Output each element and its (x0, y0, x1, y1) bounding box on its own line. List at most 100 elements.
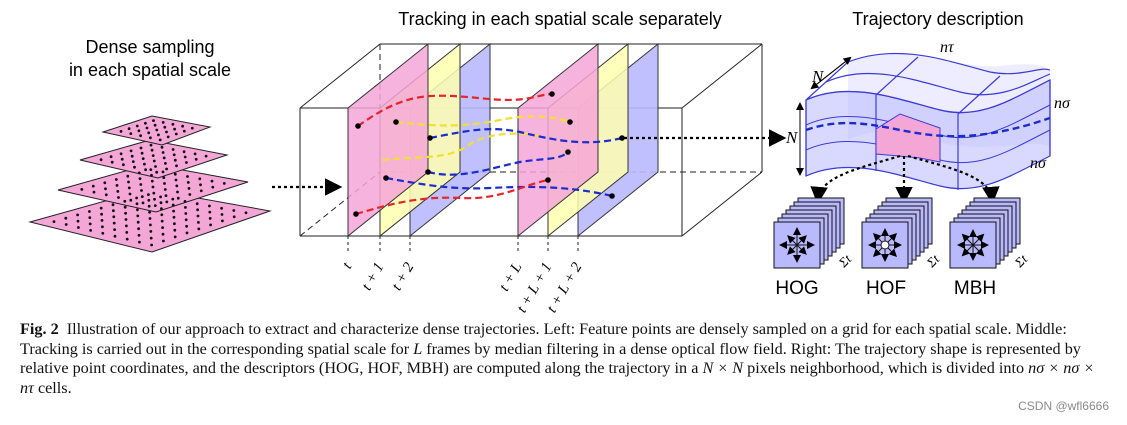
grid-point (174, 178, 178, 182)
orientation-ray (972, 233, 985, 246)
grid-point (183, 155, 187, 159)
grid-point (140, 189, 143, 192)
grid-point (172, 209, 176, 213)
grid-point (137, 227, 141, 231)
grid-point (208, 210, 212, 214)
grid-point (158, 138, 162, 142)
figure-caption: Fig. 2 Illustration of our approach to e… (20, 320, 1110, 398)
grid-point (160, 219, 164, 223)
grid-point (144, 121, 147, 125)
caption-text-2: frames by median filtering in a dense op… (20, 339, 1081, 378)
orientation-ray (796, 244, 807, 255)
grid-point (184, 206, 187, 209)
grid-point (124, 211, 127, 215)
track-point (609, 193, 615, 199)
grid-point (149, 230, 153, 233)
grid-point (209, 223, 213, 227)
track-point (549, 91, 555, 97)
grid-point (181, 124, 185, 128)
track-point (565, 149, 571, 155)
grid-point (194, 157, 198, 161)
caption-fig-label: Fig. 2 (20, 320, 59, 338)
grid-point (112, 215, 116, 219)
grid-point (137, 129, 141, 133)
highlighted-cell (875, 113, 941, 163)
caption-text-4: cells. (37, 378, 72, 397)
grid-point (184, 218, 188, 222)
caption-var-cells: nσ × nσ × nτ (20, 359, 1095, 397)
grid-point (232, 209, 236, 212)
trajectory-yellow (395, 115, 571, 127)
grid-point (190, 126, 194, 130)
tube-trajectory (805, 116, 1051, 138)
frame-label-t2: t + 2 (389, 260, 418, 294)
grid-point (113, 228, 116, 232)
grid-point (147, 204, 151, 208)
grid-point (155, 128, 159, 132)
grid-point (198, 177, 202, 181)
grid-point (119, 152, 123, 156)
grid-point (139, 146, 143, 150)
grid-point (119, 130, 123, 133)
grid-point (123, 205, 127, 209)
grid-point (122, 163, 125, 167)
grid-point (165, 167, 169, 171)
grid-point (160, 213, 164, 217)
caption-text-3: pixels neighborhood, which is divided in… (747, 359, 1025, 377)
grid-point (136, 214, 140, 218)
trajectory-red-low (355, 178, 549, 216)
track-point (619, 135, 625, 141)
grid-point (114, 178, 118, 181)
grid-point (154, 165, 157, 168)
grid-point (116, 190, 120, 193)
orientation-ray (787, 235, 798, 246)
sum-label-hof: Σt (923, 251, 943, 271)
grid-point (150, 243, 154, 247)
grid-point (89, 229, 92, 232)
grid-point (222, 182, 226, 185)
grid-point (232, 215, 236, 219)
grid-point (140, 151, 144, 155)
grid-point (139, 134, 143, 138)
grid-point (125, 231, 129, 234)
grid-point (110, 160, 114, 164)
track-point (567, 119, 573, 125)
grid-point (64, 216, 68, 220)
grid-point (64, 223, 68, 226)
grid-point (163, 182, 166, 185)
grid-point (138, 177, 142, 181)
orientation-ray (961, 244, 974, 257)
grid-point (99, 158, 103, 162)
grid-point (160, 207, 163, 211)
grid-point (171, 122, 175, 126)
track-point (427, 135, 433, 141)
box-edge (681, 43, 763, 109)
grid-point (152, 119, 155, 122)
grid-point (139, 183, 143, 186)
grid-point (196, 208, 200, 212)
grid-point (153, 197, 156, 201)
grid-point (186, 181, 190, 184)
trajectory-blue-top (429, 128, 623, 144)
track-point (355, 123, 361, 129)
grid-point (182, 129, 186, 133)
track-point (425, 169, 431, 175)
grid-point (115, 184, 119, 187)
trajectory-blue-mid (427, 151, 569, 176)
frame-label-t: t (340, 259, 356, 271)
sampling-grid-points (52, 119, 248, 247)
grid-point (182, 150, 186, 154)
grid-point (171, 197, 175, 201)
grid-point (172, 215, 176, 219)
frame-t-plus-L (517, 42, 599, 238)
dim-label-nsigma-2: nσ (1030, 155, 1047, 172)
frame-label-t1: t + 1 (359, 260, 388, 293)
grid-point (148, 210, 152, 214)
grid-point (151, 185, 155, 189)
grid-point (136, 208, 139, 212)
grid-point (144, 168, 148, 172)
grid-point (150, 179, 154, 183)
tube-grid-line (957, 75, 1001, 115)
grid-point (131, 160, 135, 164)
grid-point (175, 164, 178, 168)
